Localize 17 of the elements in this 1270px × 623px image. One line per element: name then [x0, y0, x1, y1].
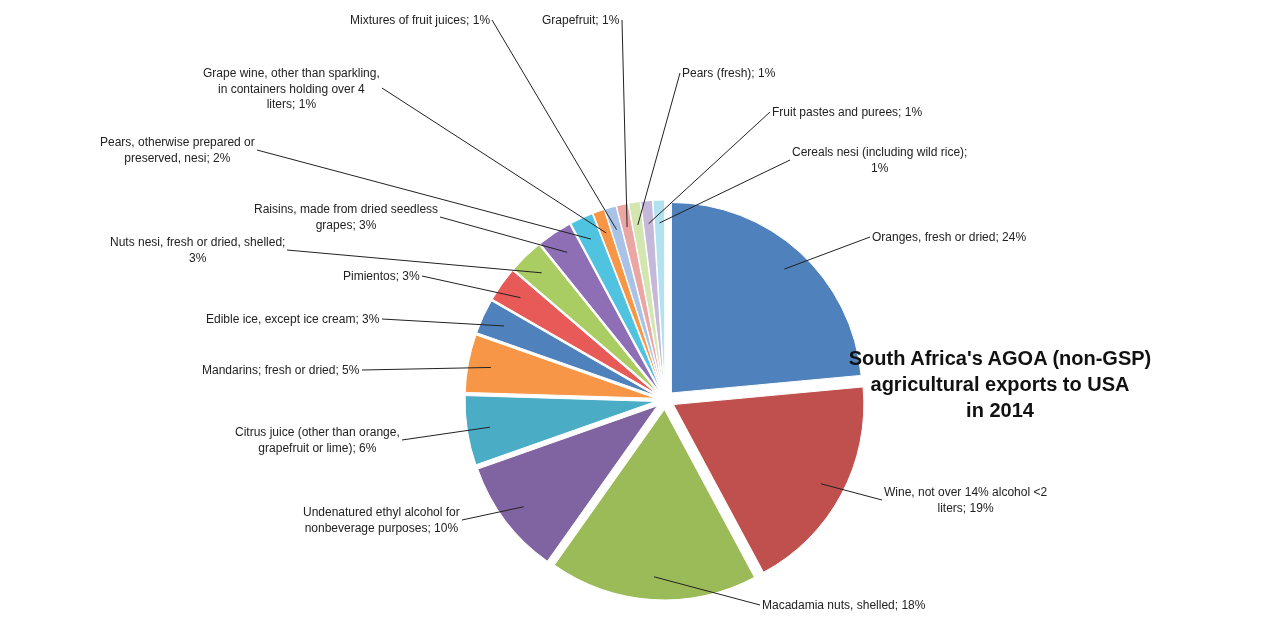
- slice-label: Grape wine, other than sparkling, in containers holding over 4 liters; 1%: [203, 66, 380, 112]
- slice-label: Oranges, fresh or dried; 24%: [872, 230, 1027, 244]
- slice-label: Pimientos; 3%: [343, 269, 421, 283]
- slice-label: Citrus juice (other than orange, grapefruit or lime); 6%: [235, 425, 400, 455]
- slice-label: Mixtures of fruit juices; 1%: [350, 13, 491, 27]
- slice-label: Grapefruit; 1%: [542, 13, 620, 27]
- slice-label: Fruit pastes and purees; 1%: [772, 105, 923, 119]
- slice-label: Cereals nesi (including wild rice); 1%: [792, 145, 968, 175]
- slice-label: Wine, not over 14% alcohol <2 liters; 19%: [884, 485, 1048, 515]
- slice-label: Macadamia nuts, shelled; 18%: [762, 598, 926, 612]
- slice-label: Raisins, made from dried seedless grapes; 3%: [254, 202, 439, 232]
- slice-label: Mandarins; fresh or dried; 5%: [202, 363, 360, 377]
- slice-label: Undenatured ethyl alcohol for nonbeverage purposes; 10%: [303, 505, 460, 535]
- slice-label: Pears (fresh); 1%: [682, 66, 776, 80]
- slice-label: Pears, otherwise prepared or preserved, nesi; 2%: [100, 135, 255, 165]
- slice-label: Edible ice, except ice cream; 3%: [206, 312, 380, 326]
- slice-label: Nuts nesi, fresh or dried, shelled; 3%: [110, 235, 286, 265]
